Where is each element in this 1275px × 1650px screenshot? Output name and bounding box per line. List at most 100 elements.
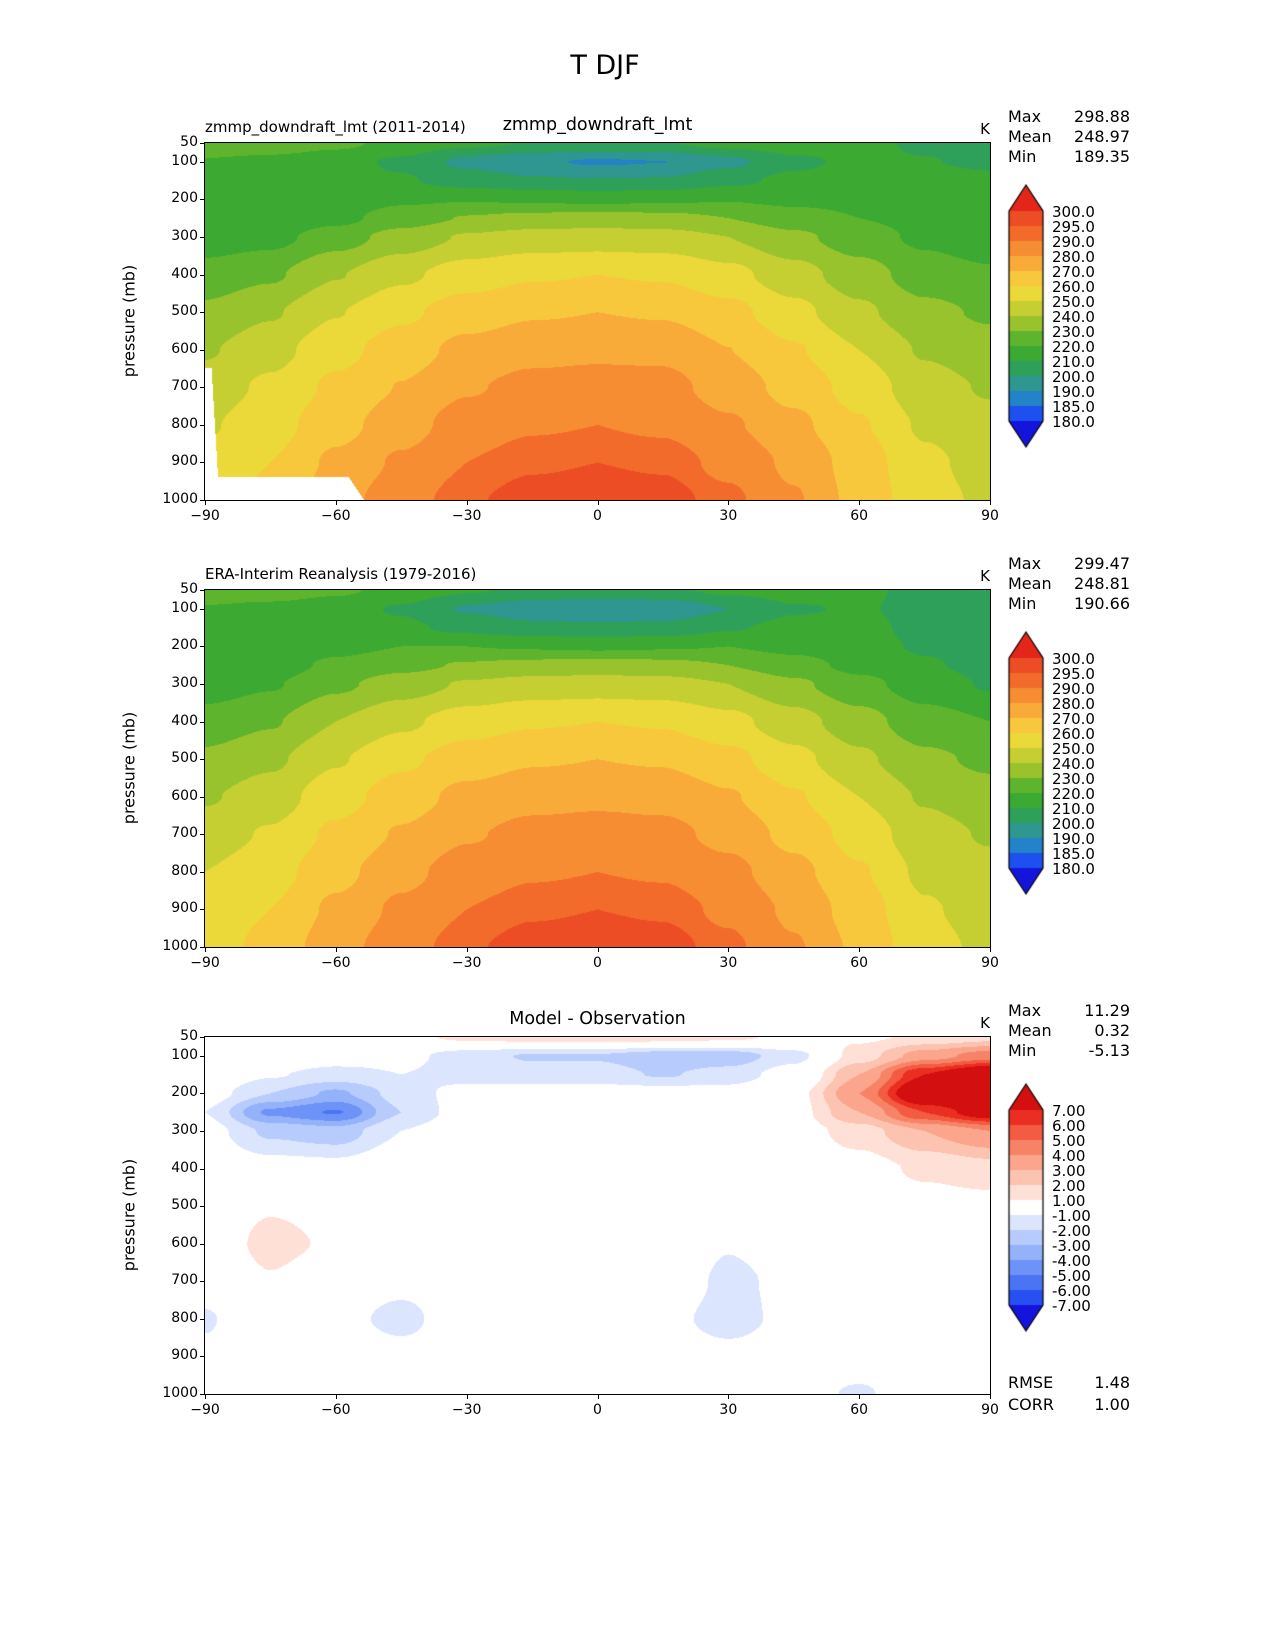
colorbar-tick-label: 220.0 <box>1052 338 1095 356</box>
y-tick-label: 1000 <box>162 1385 198 1401</box>
stat-row: RMSE 1.48 <box>1008 1373 1130 1395</box>
colorbar-tick-label: 190.0 <box>1052 830 1095 848</box>
x-tick-label: 30 <box>719 1402 738 1418</box>
x-tick-mark <box>859 1395 861 1399</box>
colorbar-tick-label: -1.00 <box>1052 1207 1091 1225</box>
x-tick-label: −30 <box>451 955 482 971</box>
x-tick-label: −90 <box>190 955 220 971</box>
x-tick-label: −60 <box>321 508 351 524</box>
x-tick-mark <box>859 501 861 505</box>
stat-label: Mean <box>1008 574 1052 593</box>
x-tick-mark <box>859 948 861 952</box>
y-axis-label: pressure (mb) <box>119 1158 139 1272</box>
colorbar-tick-label: 260.0 <box>1052 725 1095 743</box>
colorbar-tick-label: 240.0 <box>1052 755 1095 773</box>
x-tick-mark <box>728 948 730 952</box>
panel-obs: ERA-Interim Reanalysis (1979-2016) K Max… <box>0 554 1275 971</box>
stats-block: Max 298.88 Mean 248.97 Min 189.35 <box>1008 107 1130 167</box>
x-tick-mark <box>597 948 599 952</box>
panel-model: zmmp_downdraft_lmt (2011-2014) zmmp_down… <box>0 107 1275 524</box>
contour-plot-canvas <box>204 589 991 948</box>
y-tick-mark <box>200 312 204 314</box>
colorbar-tick-label: 280.0 <box>1052 248 1095 266</box>
y-tick-label: 900 <box>171 900 198 917</box>
stat-row: Min 190.66 <box>1008 594 1130 614</box>
colorbar-tick-label: -5.00 <box>1052 1267 1091 1285</box>
colorbar-tick-label: -2.00 <box>1052 1222 1091 1240</box>
stat-row: Mean 248.81 <box>1008 574 1130 594</box>
y-tick-label: 900 <box>171 453 198 470</box>
y-tick-mark <box>200 424 204 426</box>
y-tick-mark <box>200 274 204 276</box>
stat-label: Min <box>1008 147 1037 166</box>
x-tick-label: 60 <box>850 1402 869 1418</box>
colorbar-tick-label: 4.00 <box>1052 1147 1086 1165</box>
panel-center-title: zmmp_downdraft_lmt <box>502 115 693 135</box>
y-tick-label: 100 <box>171 1046 198 1063</box>
x-tick-label: 30 <box>719 955 738 971</box>
y-tick-label: 50 <box>180 1028 198 1044</box>
colorbar-tick-label: 2.00 <box>1052 1177 1086 1195</box>
x-tick-mark <box>597 1395 599 1399</box>
stat-value: 1.48 <box>1094 1373 1130 1392</box>
y-tick-mark <box>200 387 204 389</box>
x-tick-label: 90 <box>981 1402 999 1418</box>
error-stats-block: RMSE 1.48 CORR 1.00 <box>1008 1373 1130 1417</box>
x-tick-mark <box>466 501 468 505</box>
stat-value: -5.13 <box>1088 1041 1130 1060</box>
y-tick-mark <box>200 462 204 464</box>
x-tick-label: −90 <box>190 1402 220 1418</box>
panel-diff: Model - Observation K Max 11.29 Mean 0.32 … <box>0 1001 1275 1418</box>
x-tick-mark <box>205 948 206 952</box>
x-tick-label: 0 <box>593 955 602 971</box>
colorbar-tick-label: 200.0 <box>1052 368 1095 386</box>
colorbar-tick-label: 270.0 <box>1052 710 1095 728</box>
colorbar-tick-label: 300.0 <box>1052 650 1095 668</box>
colorbar-tick-label: 1.00 <box>1052 1192 1086 1210</box>
stat-label: Mean <box>1008 127 1052 146</box>
colorbar-tick-label: -3.00 <box>1052 1237 1091 1255</box>
y-tick-mark <box>200 721 204 723</box>
y-tick-label: 200 <box>171 637 198 654</box>
colorbar-tick-label: 280.0 <box>1052 695 1095 713</box>
stat-label: CORR <box>1008 1395 1054 1414</box>
y-tick-mark <box>200 236 204 238</box>
y-tick-label: 700 <box>171 1272 198 1289</box>
y-tick-mark <box>200 1055 204 1057</box>
stat-label: RMSE <box>1008 1373 1054 1392</box>
stat-row: Max 11.29 <box>1008 1001 1130 1021</box>
y-tick-label: 50 <box>180 581 198 597</box>
stat-row: Min -5.13 <box>1008 1041 1130 1061</box>
x-tick-mark <box>335 948 337 952</box>
stat-value: 298.88 <box>1074 107 1130 126</box>
y-tick-mark <box>200 1243 204 1245</box>
y-tick-label: 400 <box>171 265 198 282</box>
colorbar-tick-label: 5.00 <box>1052 1132 1086 1150</box>
stat-value: 189.35 <box>1074 147 1130 166</box>
y-tick-mark <box>200 608 204 610</box>
y-tick-label: 600 <box>171 340 198 357</box>
stat-value: 0.32 <box>1094 1021 1130 1040</box>
x-tick-label: 90 <box>981 508 999 524</box>
stat-row: Mean 248.97 <box>1008 127 1130 147</box>
y-tick-mark <box>200 1394 204 1395</box>
y-tick-label: 900 <box>171 1347 198 1364</box>
colorbar-tick-label: 270.0 <box>1052 263 1095 281</box>
stat-row: CORR 1.00 <box>1008 1395 1130 1417</box>
y-tick-mark <box>200 683 204 685</box>
y-tick-mark <box>200 1206 204 1208</box>
x-tick-mark <box>335 501 337 505</box>
colorbar-tick-label: 200.0 <box>1052 815 1095 833</box>
y-tick-mark <box>200 349 204 351</box>
y-tick-mark <box>200 1168 204 1170</box>
y-tick-mark <box>200 199 204 201</box>
stats-block: Max 11.29 Mean 0.32 Min -5.13 <box>1008 1001 1130 1061</box>
stat-label: Min <box>1008 1041 1037 1060</box>
x-tick-label: 90 <box>981 955 999 971</box>
y-tick-mark <box>200 590 204 591</box>
colorbar-tick-label: 185.0 <box>1052 398 1095 416</box>
panel-left-title: ERA-Interim Reanalysis (1979-2016) <box>205 565 477 583</box>
x-tick-mark <box>990 948 991 952</box>
y-tick-mark <box>200 834 204 836</box>
y-tick-mark <box>200 161 204 163</box>
